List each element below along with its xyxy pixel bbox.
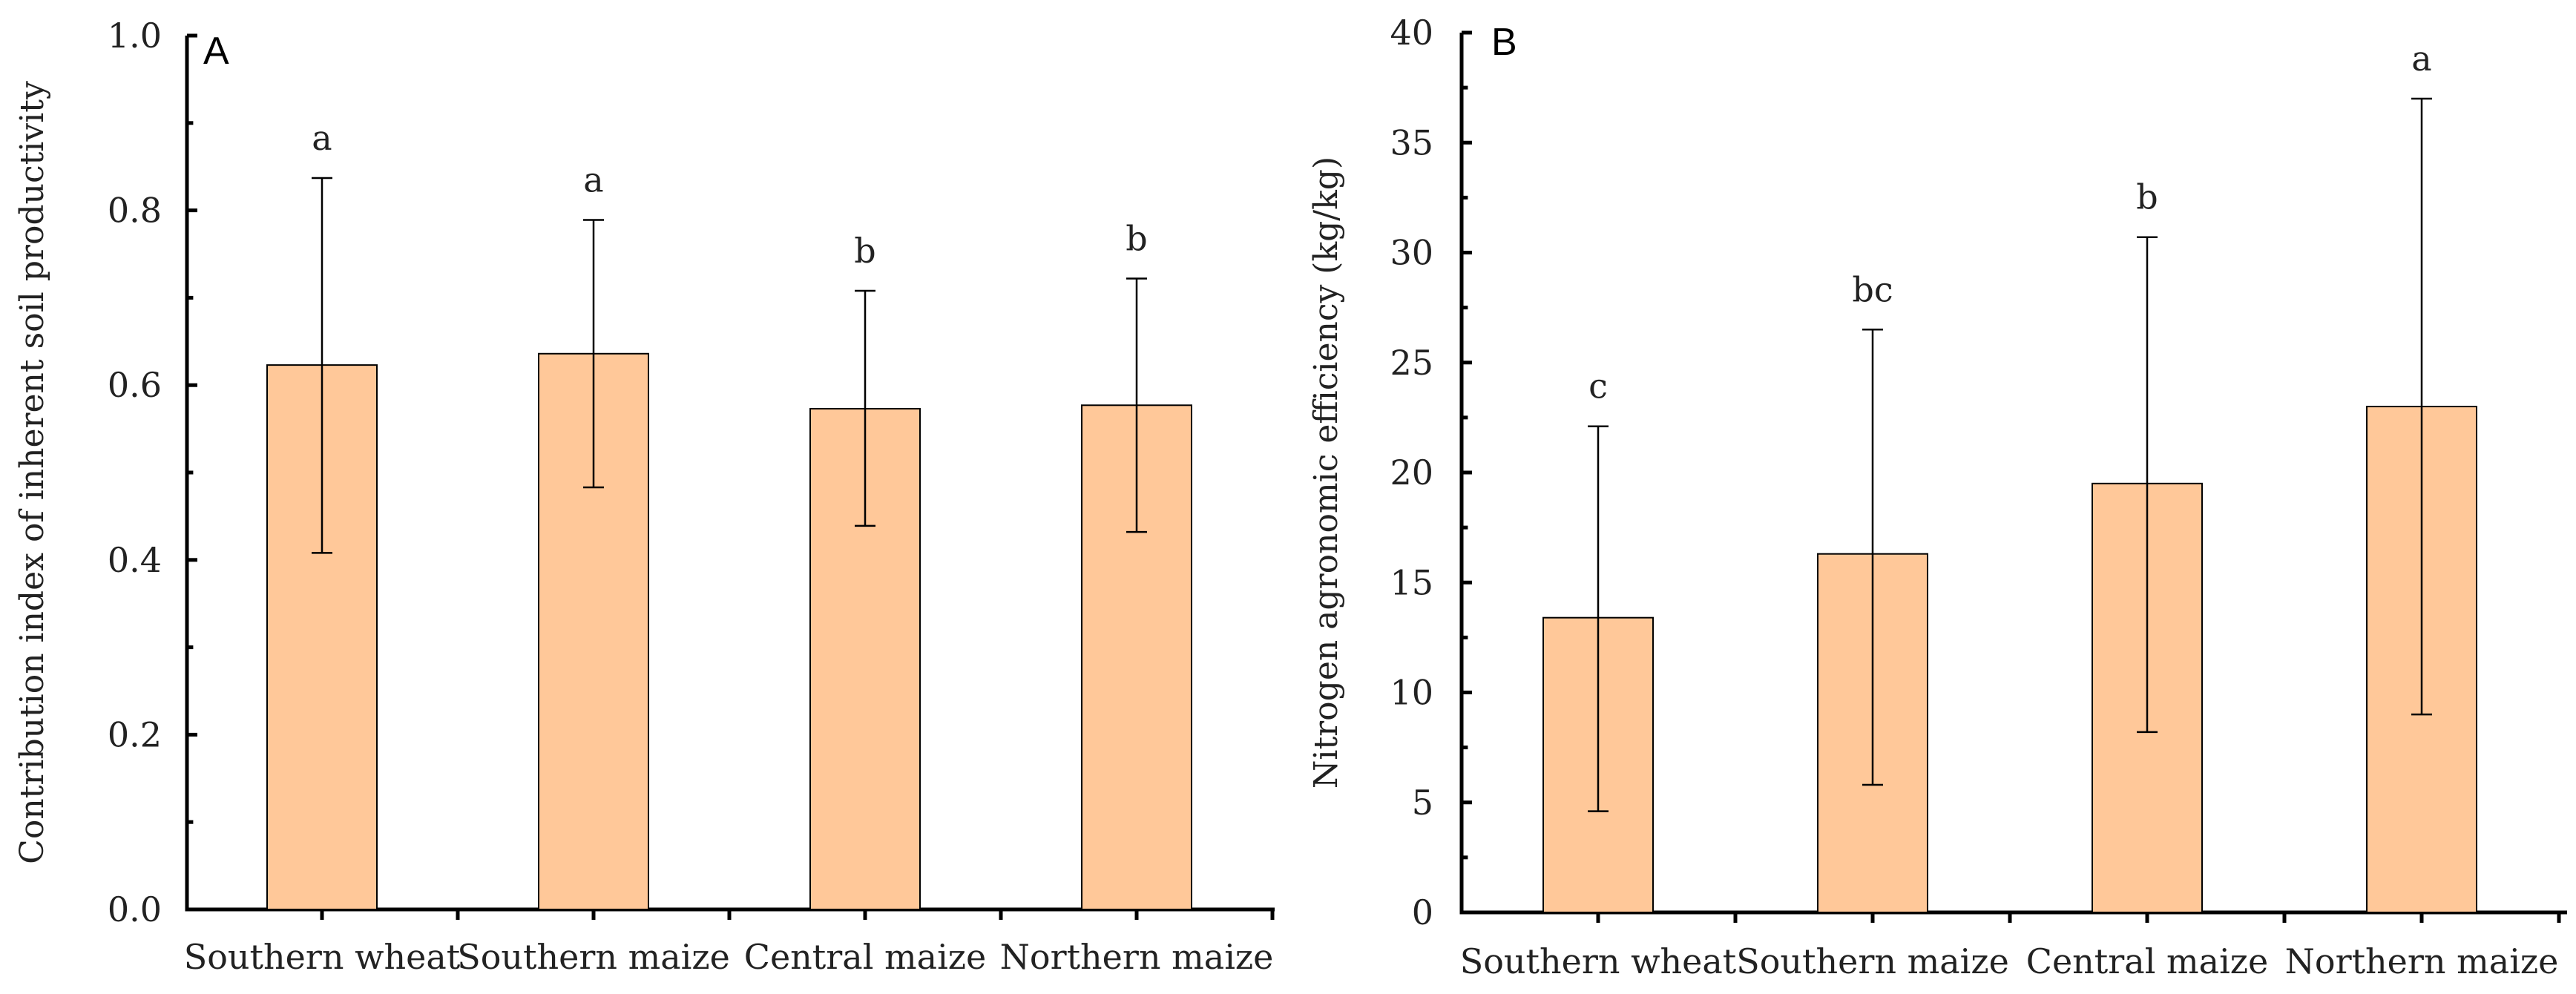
panel-a-significance-label: a: [583, 160, 603, 200]
panel-b-y-tick-label: 40: [1390, 13, 1433, 53]
panel-b-y-tick-label: 0: [1412, 892, 1433, 932]
panel-b-y-tick-label: 15: [1390, 562, 1433, 602]
panel-b-y-tick-label: 5: [1412, 783, 1433, 823]
panel-b-significance-label: c: [1588, 366, 1608, 407]
panel-a: 0.0 0.2 0.4 0.6 0.8 1.0 Contribution index of …: [13, 16, 1275, 977]
panel-b-significance-label: b: [2136, 177, 2158, 217]
panel-b-category-label: Southern maize: [1736, 941, 2009, 981]
panel-b-letter: B: [1491, 21, 1517, 64]
panel-a-category-label: Southern wheat: [184, 937, 461, 977]
panel-a-y-tick-label: 0.6: [108, 365, 162, 405]
panel-b-category-label: Central maize: [2026, 941, 2269, 981]
panel-b-category-label: Northern maize: [2285, 941, 2559, 981]
panel-a-significance-label: b: [854, 231, 875, 271]
panel-b-y-tick-label: 35: [1390, 122, 1433, 162]
panel-a-y-tick-label: 0.8: [108, 191, 162, 231]
panel-a-letter: A: [203, 30, 229, 73]
panel-a-y-tick-label: 0.2: [108, 714, 162, 754]
panel-a-category-label: Central maize: [744, 937, 987, 977]
panel-a-category-label: Southern maize: [457, 937, 730, 977]
panel-a-y-tick-label: 0.4: [108, 540, 162, 580]
panel-b: 0 5 10 15 20 25 30 35 40 Nitrogen agronomic effic…: [1307, 13, 2567, 981]
panel-b-y-axis-title: Nitrogen agronomic efficiency (kg/kg): [1307, 157, 1345, 789]
panel-b-y-tick-label: 25: [1390, 343, 1433, 383]
panel-b-y-tick-label: 30: [1390, 233, 1433, 273]
panel-a-y-tick-label: 0.0: [108, 889, 162, 929]
panel-a-y-axis-title: Contribution index of inherent soil prod…: [13, 81, 51, 864]
panel-b-category-label: Southern wheat: [1460, 941, 1737, 981]
panel-a-category-label: Northern maize: [1000, 937, 1274, 977]
panel-b-y-tick-label: 10: [1390, 673, 1433, 713]
panel-b-significance-label: bc: [1852, 269, 1893, 309]
panel-b-significance-label: a: [2411, 39, 2431, 79]
panel-a-significance-label: a: [312, 118, 332, 158]
panel-a-y-tick-label: 1.0: [108, 16, 162, 56]
panel-b-y-tick-label: 20: [1390, 452, 1433, 493]
panel-a-significance-label: b: [1126, 218, 1147, 258]
